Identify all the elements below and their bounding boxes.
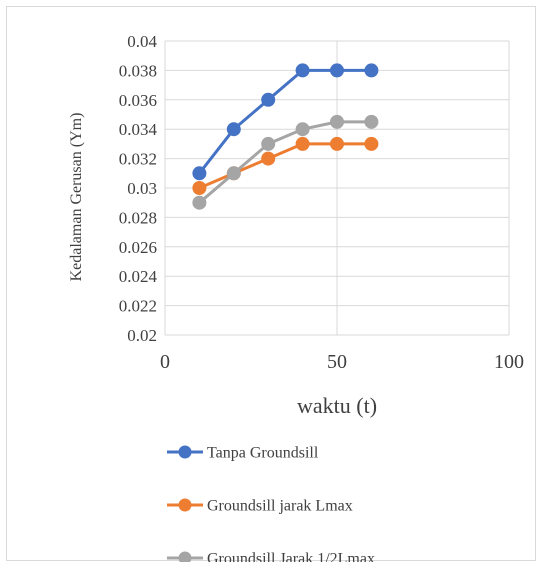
x-tick-label: 100 <box>494 351 524 373</box>
x-tick-label: 50 <box>327 351 347 373</box>
data-point <box>295 136 310 151</box>
data-point <box>364 136 379 151</box>
legend-swatch-marker <box>178 445 192 459</box>
series-layer <box>192 63 379 210</box>
y-tick-label: 0.028 <box>119 208 157 227</box>
data-point <box>192 195 207 210</box>
data-point <box>261 151 276 166</box>
y-tick-label: 0.036 <box>119 91 157 110</box>
legend-label: Groundsill jarak Lmax <box>207 498 353 515</box>
data-point <box>364 63 379 78</box>
data-point <box>364 114 379 129</box>
grid-layer <box>164 40 510 336</box>
y-tick-label: 0.02 <box>127 326 157 345</box>
y-tick-label: 0.026 <box>119 238 157 257</box>
y-tick-label: 0.034 <box>119 120 158 139</box>
series-line <box>197 120 373 205</box>
data-point <box>226 166 241 181</box>
data-point <box>330 136 344 151</box>
data-point <box>295 63 310 78</box>
legend-swatch-marker <box>178 498 192 512</box>
data-point <box>330 63 344 78</box>
legend: Tanpa Groundsill Groundsill jarak Lmax Gro… <box>167 445 375 563</box>
y-tick-label: 0.024 <box>119 267 158 286</box>
chart-svg: 0.02 0.022 0.024 0.026 0.028 0.03 0.032 0.034 0.… <box>68 32 524 563</box>
data-point <box>192 181 207 195</box>
legend-label: Groundsill Jarak 1/2Lmax <box>207 551 375 563</box>
data-point <box>330 114 344 129</box>
data-point <box>192 166 207 181</box>
data-point <box>226 122 241 137</box>
chart-frame: 0.02 0.022 0.024 0.026 0.028 0.03 0.032 0.034 0.… <box>6 6 536 563</box>
y-tick-label: 0.032 <box>119 150 157 169</box>
y-tick-label: 0.022 <box>119 297 157 316</box>
x-axis-title: waktu (t) <box>297 393 377 418</box>
data-point <box>261 92 276 107</box>
legend-swatch-marker <box>178 551 192 562</box>
y-tick-label: 0.04 <box>127 32 157 51</box>
y-tick-label: 0.038 <box>119 61 157 80</box>
data-point <box>261 136 276 151</box>
data-point <box>295 122 310 137</box>
y-axis-title: Kedalaman Gerusan (Ym) <box>68 113 85 282</box>
x-tick-label: 0 <box>160 351 170 373</box>
y-tick-label: 0.03 <box>127 179 157 198</box>
axis-layer: 0.02 0.022 0.024 0.026 0.028 0.03 0.032 0.034 0.… <box>119 32 524 373</box>
legend-label: Tanpa Groundsill <box>207 445 319 462</box>
